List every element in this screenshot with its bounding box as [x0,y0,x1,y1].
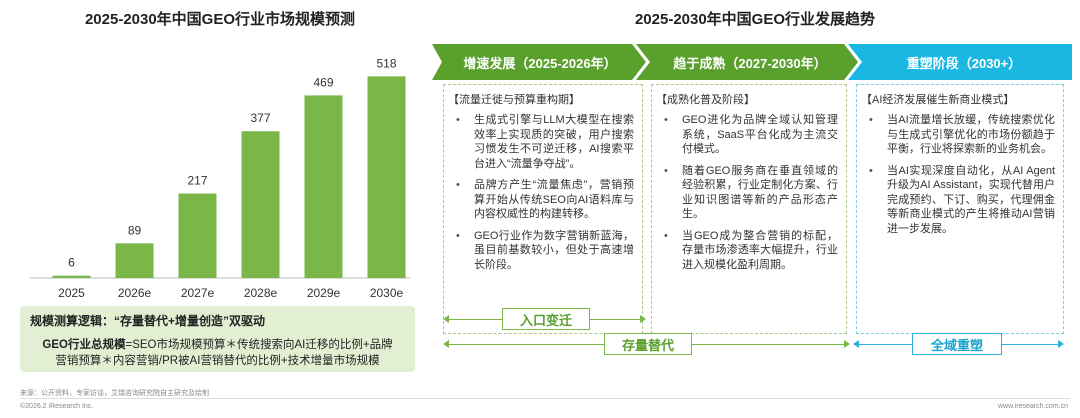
bar-2030e [367,76,406,278]
logic-heading: 规模测算逻辑：“存量替代+增量创造”双驱动 [30,314,266,328]
phase-2-item: GEO进化为品牌全域认知管理系统，SaaS平台化成为主流交付模式。 [656,113,838,157]
copyright: ©2026.2 iResearch Inc. [20,403,94,410]
calculation-logic-box: 规模测算逻辑：“存量替代+增量创造”双驱动 GEO行业总规模=SEO市场规模预算… [20,306,415,372]
phase-arrow-1: 增速发展（2025-2026年） [463,55,617,71]
market-size-bar-chart: 6 2025 89 2026e 217 2027e 377 2028e 469 2029e 518 2… [30,56,410,300]
phase-2-item: 随着GEO服务商在垂直领域的经验积累，行业定制化方案、行业知识图谱等新的产品形态… [656,164,838,222]
bar-2028e [241,131,280,278]
phase-3-heading: 【AI经济发展催生新商业模式】 [861,94,1015,106]
bar-2029e [304,95,343,278]
bar-value-label: 377 [250,111,270,125]
bar-2026e [115,243,154,278]
formula-bold: GEO行业总规模 [42,339,126,351]
entry-left-arrowhead [443,315,449,323]
phase-2-item: 当GEO成为整合营销的标配，存量市场渗透率大幅提升，行业进入规模化盈利周期。 [656,229,838,273]
phase-arrow-2: 趋于成熟（2027-2030年） [673,55,827,71]
phase-1-heading: 【流量迁徙与预算重构期】 [448,94,580,106]
phase-1-item: GEO行业作为数字营销新蓝海，虽目前基数较小，但处于高速增长阶段。 [448,229,634,273]
phase-1-item: 生成式引擎与LLM大模型在搜索效率上实现质的突破，用户搜索习惯发生不可逆迁移，A… [448,113,634,171]
phase-arrows [432,44,1072,80]
x-tick-label: 2026e [118,286,152,300]
formula-line2: 营销预算＊内容营销/PR被AI营销替代的比例+技术增量市场规模 [55,355,380,367]
footer-divider [20,398,1070,399]
tag-entry-change: 入口变迁 [502,308,590,330]
tag-stock-replacement: 存量替代 [604,333,692,355]
phase-column-1: 【流量迁徙与预算重构期】 生成式引擎与LLM大模型在搜索效率上实现质的突破，用户… [443,84,643,334]
phase-column-3: 【AI经济发展催生新商业模式】 当AI流量增长放缓，传统搜索优化与生成式引擎优化… [856,84,1064,334]
source-note: 来源：公开资料，专家访谈，艾瑞咨询研究院自主研究及绘制 [20,390,209,397]
x-tick-label: 2030e [370,286,404,300]
left-chart-title: 2025-2030年中国GEO行业市场规模预测 [84,11,356,28]
bar-value-label: 518 [376,56,396,70]
right-section-title: 2025-2030年中国GEO行业发展趋势 [634,11,876,28]
logic-formula: GEO行业总规模=SEO市场规模预算＊传统搜索向AI迁移的比例+品牌 营销预算＊… [30,337,405,369]
bar-value-label: 217 [187,174,207,188]
entry-right-arrowhead [640,315,646,323]
website-url: www.iresearch.com.cn [997,403,1068,410]
stock-right-arrowhead [844,340,850,348]
x-tick-label: 2027e [181,286,215,300]
x-tick-label: 2025 [58,286,85,300]
formula-line1: =SEO市场规模预算＊传统搜索向AI迁移的比例+品牌 [125,339,393,351]
phase-arrow-2-shape [636,44,858,80]
phase-2-heading: 【成熟化普及阶段】 [656,94,755,106]
domain-right-arrowhead [1058,340,1064,348]
bar-2025 [52,275,91,278]
phase-3-item: 当AI实现深度自动化，从AI Agent升级为AI Assistant，实现代替… [861,164,1055,237]
tag-domain-reshape: 全域重塑 [912,333,1002,355]
phase-arrow-3-shape [848,44,1072,80]
phase-3-item: 当AI流量增长放缓，传统搜索优化与生成式引擎优化的市场份额趋于平衡，行业将探索新… [861,113,1055,157]
bar-2027e [178,193,217,278]
bar-value-label: 89 [128,223,142,237]
x-tick-label: 2029e [307,286,341,300]
bar-value-label: 469 [313,75,333,89]
bar-value-label: 6 [68,256,75,270]
stock-left-arrowhead [443,340,449,348]
phase-column-2: 【成熟化普及阶段】 GEO进化为品牌全域认知管理系统，SaaS平台化成为主流交付… [651,84,847,334]
domain-left-arrowhead [853,340,859,348]
x-tick-label: 2028e [244,286,278,300]
phase-arrow-3: 重塑阶段（2030+） [906,55,1022,71]
phase-1-item: 品牌方产生“流量焦虑”，营销预算开始从传统SEO向AI语料库与内容权威性的构建转… [448,178,634,222]
phase-arrow-1-shape [432,44,646,80]
